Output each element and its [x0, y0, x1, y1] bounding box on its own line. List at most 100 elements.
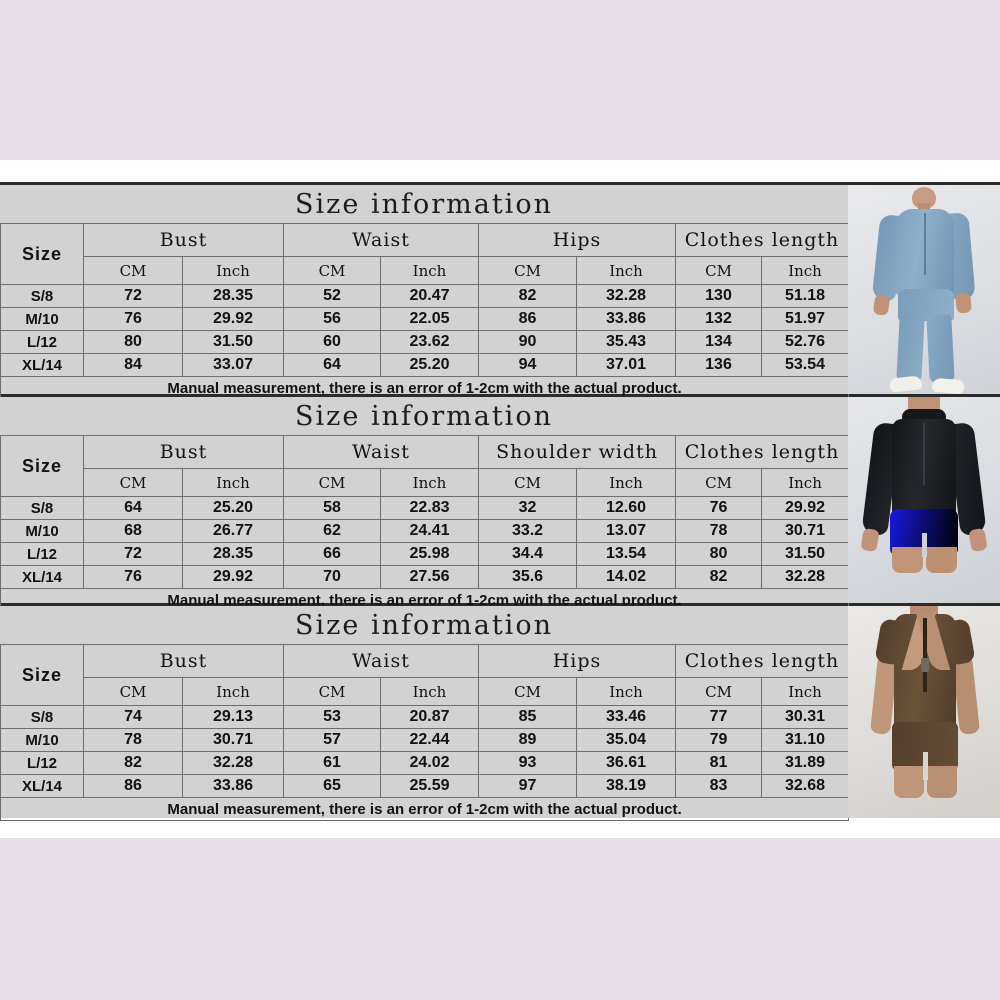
- chart-title-1: Size information: [295, 189, 553, 220]
- top-white-band: [0, 160, 1000, 182]
- figure-right-thigh: [926, 547, 957, 573]
- cell-hips-inch: 37.01: [576, 353, 677, 377]
- size-chart-section-2: Size information Size Bust Waist Shou: [0, 397, 1000, 612]
- cell-size: S/8: [0, 496, 84, 520]
- size-table-pane-2: Size information Size Bust Waist Shou: [0, 397, 850, 612]
- cell-length-inch: 53.54: [761, 353, 850, 377]
- unit-length-inch: Inch: [761, 468, 850, 497]
- cell-bust-cm: 80: [83, 330, 183, 354]
- garment-leg-gap: [923, 752, 928, 780]
- cell-bust-cm: 86: [83, 774, 183, 798]
- unit-bust-cm: CM: [83, 468, 183, 497]
- cell-bust-cm: 64: [83, 496, 183, 520]
- unit-header-row: CM Inch CM Inch CM Inch CM Inch: [1, 468, 850, 497]
- table-row: S/8 64 25.20 58 22.83 32 12.60 76 29.92: [0, 496, 850, 520]
- unit-bust-inch: Inch: [182, 256, 284, 285]
- cell-bust-inch: 25.20: [182, 496, 284, 520]
- cell-hips-cm: 82: [478, 284, 578, 308]
- cell-bust-inch: 32.28: [182, 751, 284, 775]
- cell-hips-inch: 33.46: [576, 705, 677, 729]
- group-header-clothes-length: Clothes length: [675, 223, 850, 257]
- cell-length-inch: 30.31: [761, 705, 850, 729]
- cell-waist-inch: 20.87: [379, 705, 480, 729]
- cell-hips-inch: 36.61: [576, 751, 677, 775]
- footer-row: Manual measurement, there is an error of…: [0, 376, 850, 400]
- cell-shoulder-inch: 13.07: [576, 519, 677, 543]
- unit-length-inch: Inch: [761, 677, 850, 706]
- product-photo-1: [848, 185, 1000, 394]
- group-header-clothes-length: Clothes length: [675, 435, 850, 469]
- cell-hips-cm: 93: [478, 751, 578, 775]
- cell-waist-inch: 25.59: [379, 774, 480, 798]
- cell-hips-inch: 38.19: [576, 774, 677, 798]
- group-header-waist: Waist: [282, 644, 480, 678]
- size-table-pane-3: Size information Size Bust Waist Hips: [0, 606, 850, 821]
- cell-shoulder-inch: 12.60: [576, 496, 677, 520]
- unit-waist-cm: CM: [283, 256, 381, 285]
- table-row: XL/14 86 33.86 65 25.59 97 38.19 83 32.6…: [0, 774, 850, 798]
- cell-length-cm: 79: [675, 728, 763, 752]
- col-header-size: Size: [0, 644, 84, 706]
- garment-leg-gap: [922, 533, 927, 557]
- footer-row: Manual measurement, there is an error of…: [0, 797, 850, 821]
- cell-size: XL/14: [0, 353, 84, 377]
- table-row: L/12 82 32.28 61 24.02 93 36.61 81 31.89: [0, 751, 850, 775]
- figure-right-shoe: [931, 377, 965, 394]
- cell-bust-cm: 82: [83, 751, 183, 775]
- unit-waist-inch: Inch: [379, 256, 480, 285]
- cell-length-inch: 31.50: [761, 542, 850, 566]
- cell-length-cm: 77: [675, 705, 763, 729]
- table-row: M/10 76 29.92 56 22.05 86 33.86 132 51.9…: [0, 307, 850, 331]
- cell-size: S/8: [0, 284, 84, 308]
- cell-length-inch: 51.97: [761, 307, 850, 331]
- unit-hips-inch: Inch: [576, 256, 677, 285]
- cell-length-inch: 32.28: [761, 565, 850, 589]
- cell-waist-cm: 57: [283, 728, 381, 752]
- cell-waist-inch: 25.98: [379, 542, 480, 566]
- cell-hips-inch: 32.28: [576, 284, 677, 308]
- unit-hips-cm: CM: [478, 256, 578, 285]
- table-row: XL/14 76 29.92 70 27.56 35.6 14.02 82 32…: [0, 565, 850, 589]
- cell-size: XL/14: [0, 774, 84, 798]
- cell-bust-cm: 74: [83, 705, 183, 729]
- cell-bust-inch: 30.71: [182, 728, 284, 752]
- cell-waist-cm: 60: [283, 330, 381, 354]
- table-row: S/8 74 29.13 53 20.87 85 33.46 77 30.31: [0, 705, 850, 729]
- cell-waist-inch: 27.56: [379, 565, 480, 589]
- garment-right-leg: [926, 314, 955, 384]
- unit-waist-inch: Inch: [379, 468, 480, 497]
- cell-bust-inch: 33.07: [182, 353, 284, 377]
- cell-waist-cm: 62: [283, 519, 381, 543]
- cell-length-cm: 76: [675, 496, 763, 520]
- cell-size: M/10: [0, 728, 84, 752]
- unit-header-row: CM Inch CM Inch CM Inch CM Inch: [1, 677, 850, 706]
- cell-hips-inch: 35.04: [576, 728, 677, 752]
- cell-length-inch: 30.71: [761, 519, 850, 543]
- cell-bust-cm: 76: [83, 307, 183, 331]
- cell-waist-inch: 20.47: [379, 284, 480, 308]
- cell-waist-cm: 70: [283, 565, 381, 589]
- unit-hips-cm: CM: [478, 677, 578, 706]
- cell-waist-inch: 22.44: [379, 728, 480, 752]
- cell-bust-cm: 76: [83, 565, 183, 589]
- cell-hips-inch: 35.43: [576, 330, 677, 354]
- product-photo-2: [848, 397, 1000, 603]
- chart-title-2: Size information: [295, 401, 553, 432]
- size-table-3: Size Bust Waist Hips Clothes length CM I…: [0, 644, 850, 821]
- col-header-size: Size: [0, 435, 84, 497]
- cell-waist-cm: 61: [283, 751, 381, 775]
- cell-shoulder-cm: 34.4: [478, 542, 578, 566]
- bottom-white-band: [0, 818, 1000, 838]
- cell-length-cm: 134: [675, 330, 763, 354]
- unit-waist-cm: CM: [283, 677, 381, 706]
- footer-note: Manual measurement, there is an error of…: [0, 376, 850, 400]
- cell-bust-cm: 78: [83, 728, 183, 752]
- unit-bust-inch: Inch: [182, 677, 284, 706]
- figure-right-thigh: [927, 766, 957, 798]
- table-row: M/10 78 30.71 57 22.44 89 35.04 79 31.10: [0, 728, 850, 752]
- table-row: S/8 72 28.35 52 20.47 82 32.28 130 51.18: [0, 284, 850, 308]
- cell-hips-cm: 90: [478, 330, 578, 354]
- unit-length-inch: Inch: [761, 256, 850, 285]
- cell-hips-cm: 89: [478, 728, 578, 752]
- cell-bust-inch: 28.35: [182, 284, 284, 308]
